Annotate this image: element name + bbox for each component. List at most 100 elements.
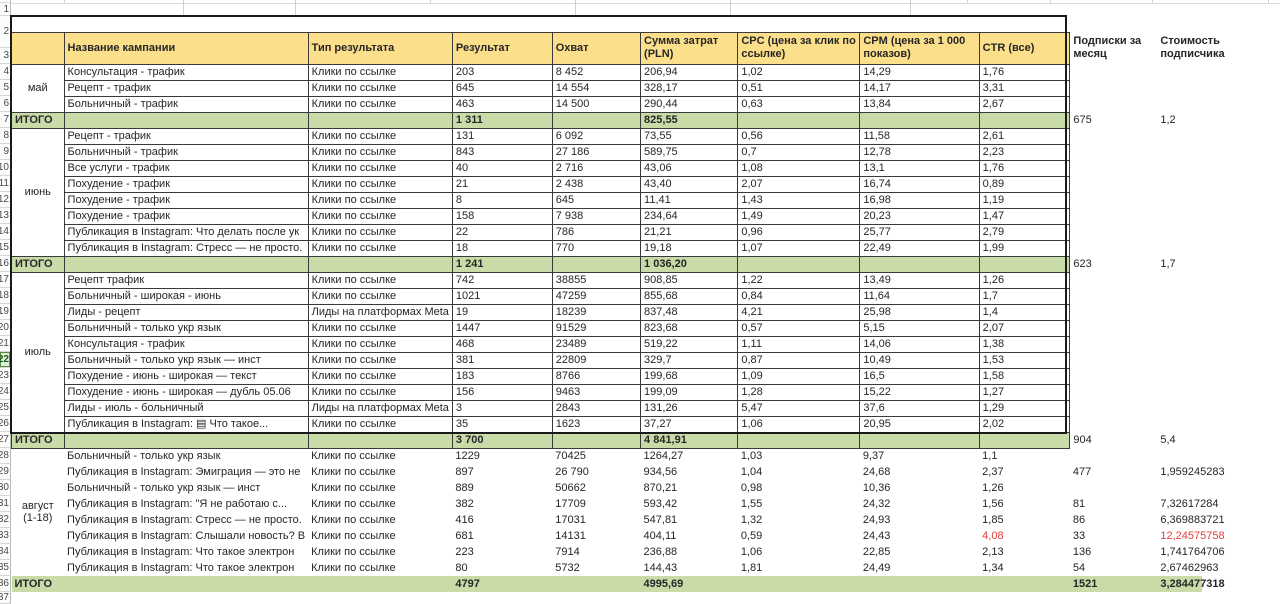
subs-cell[interactable]	[1070, 272, 1157, 288]
subs-cell[interactable]: 136	[1072, 546, 1092, 558]
result-cell[interactable]: 645	[451, 79, 553, 97]
spend-cell[interactable]: 73,55	[640, 127, 739, 145]
header-cell-reach[interactable]: Охват	[551, 31, 642, 65]
ctr-cell[interactable]: 2,13	[982, 546, 1004, 558]
subs-cell[interactable]	[1070, 240, 1157, 256]
total-reach-cell[interactable]	[552, 576, 641, 592]
result-type-cell[interactable]: Клики по ссылке	[307, 351, 453, 369]
total-cpm-cell[interactable]	[859, 431, 980, 449]
row-number[interactable]: 31	[0, 496, 11, 512]
ctr-cell[interactable]: 1,47	[978, 207, 1071, 225]
result-cell[interactable]: 131	[451, 127, 553, 145]
reach-cell[interactable]: 5732	[555, 562, 580, 574]
cpc-cell[interactable]: 1,04	[740, 466, 763, 478]
total-spend-cell[interactable]: 1 036,20	[640, 255, 739, 273]
reach-cell[interactable]: 27 186	[551, 143, 642, 161]
cpm-cell[interactable]: 14,17	[859, 79, 980, 97]
total-cpc-cell[interactable]	[737, 111, 861, 129]
result-type-cell[interactable]: Клики по ссылке	[307, 239, 453, 257]
row-number[interactable]: 34	[0, 544, 11, 560]
reach-cell[interactable]: 17709	[555, 498, 586, 510]
spend-cell[interactable]: 870,21	[643, 482, 678, 494]
total-result-cell[interactable]: 1 311	[451, 111, 553, 129]
ctr-cell[interactable]: 1,76	[978, 63, 1071, 81]
cpc-cell[interactable]: 1,09	[737, 367, 861, 385]
total-campaign-cell[interactable]	[64, 576, 309, 592]
row-number[interactable]: 22	[0, 352, 11, 368]
ctr-cell[interactable]: 1,19	[978, 191, 1071, 209]
ctr-cell[interactable]: 1,53	[978, 351, 1071, 369]
reach-cell[interactable]: 7914	[555, 546, 580, 558]
spend-cell[interactable]: 290,44	[640, 95, 739, 113]
result-cell[interactable]: 80	[455, 562, 468, 574]
header-cell-result-type[interactable]: Тип результата	[307, 31, 453, 65]
campaign-cell[interactable]: Все услуги - трафик	[63, 159, 309, 177]
cpc-cell[interactable]: 1,02	[737, 63, 861, 81]
empty-cell[interactable]	[12, 16, 65, 32]
row-number[interactable]: 7	[0, 112, 11, 128]
row-number[interactable]: 27	[0, 432, 11, 448]
sub-cost-cell[interactable]	[1157, 240, 1279, 256]
result-cell[interactable]: 183	[451, 367, 553, 385]
result-type-cell[interactable]: Клики по ссылке	[307, 415, 453, 433]
reach-cell[interactable]: 2 716	[551, 159, 642, 177]
ctr-cell[interactable]: 1,29	[978, 399, 1071, 417]
sub-cost-cell[interactable]: 1,959245283	[1160, 466, 1225, 478]
sub-cost-cell[interactable]	[1157, 416, 1279, 432]
cpm-cell[interactable]: 13,49	[859, 271, 980, 289]
month-cell[interactable]: июль	[11, 271, 65, 433]
result-cell[interactable]: 156	[451, 383, 553, 401]
subs-cell[interactable]: 477	[1072, 466, 1092, 478]
total-spend-cell[interactable]: 4995,69	[640, 576, 738, 592]
subs-cell[interactable]	[1070, 192, 1157, 208]
subs-cell[interactable]	[1070, 64, 1157, 80]
campaign-cell[interactable]: Рецепт - трафик	[63, 127, 309, 145]
reach-cell[interactable]: 8766	[551, 367, 642, 385]
sub-cost-cell[interactable]	[1157, 176, 1279, 192]
sub-cost-cell[interactable]	[1157, 336, 1279, 352]
spend-cell[interactable]: 589,75	[640, 143, 739, 161]
spend-cell[interactable]: 11,41	[640, 191, 739, 209]
cpm-cell[interactable]: 12,78	[859, 143, 980, 161]
subs-cell[interactable]	[1070, 352, 1157, 368]
total-result-cell[interactable]: 1 241	[451, 255, 553, 273]
cpc-cell[interactable]: 1,03	[740, 450, 763, 463]
result-type-cell[interactable]: Клики по ссылке	[311, 450, 396, 463]
campaign-cell[interactable]: Больничный - только укр язык	[63, 319, 309, 337]
cpc-cell[interactable]: 1,07	[737, 239, 861, 257]
campaign-cell[interactable]: Публикация в Instagram: Стресс — не прос…	[67, 514, 302, 526]
total-label-cell[interactable]: ИТОГО	[11, 431, 65, 449]
cpm-cell[interactable]: 14,29	[859, 63, 980, 81]
total-result-type-cell[interactable]	[307, 111, 453, 129]
result-cell[interactable]: 18	[451, 239, 553, 257]
row-number[interactable]: 6	[0, 96, 11, 112]
row-number[interactable]: 29	[0, 464, 11, 480]
cpm-cell[interactable]: 22,49	[859, 239, 980, 257]
result-type-cell[interactable]: Клики по ссылке	[307, 271, 453, 289]
result-cell[interactable]: 897	[455, 466, 474, 478]
row-number[interactable]: 18	[0, 288, 11, 304]
month-cell[interactable]: июнь	[11, 127, 65, 257]
row-number[interactable]: 20	[0, 320, 11, 336]
result-type-cell[interactable]: Клики по ссылке	[311, 562, 396, 574]
row-number[interactable]: 1	[0, 3, 11, 16]
campaign-cell[interactable]: Рецепт трафик	[63, 271, 309, 289]
reach-cell[interactable]: 786	[551, 223, 642, 241]
total-campaign-cell[interactable]	[63, 255, 309, 273]
subs-cell[interactable]	[1070, 320, 1157, 336]
campaign-cell[interactable]: Похудение - трафик	[63, 191, 309, 209]
result-type-cell[interactable]: Клики по ссылке	[311, 514, 396, 526]
subs-cell[interactable]: 81	[1072, 498, 1086, 510]
subs-cell[interactable]	[1070, 288, 1157, 304]
reach-cell[interactable]: 2843	[551, 399, 642, 417]
result-cell[interactable]: 463	[451, 95, 553, 113]
result-type-cell[interactable]: Клики по ссылке	[307, 191, 453, 209]
cpm-cell[interactable]: 24,93	[862, 514, 891, 526]
cpm-cell[interactable]: 37,6	[859, 399, 980, 417]
spend-cell[interactable]: 519,22	[640, 335, 739, 353]
result-cell[interactable]: 223	[455, 546, 474, 558]
row-number[interactable]: 23	[0, 368, 11, 384]
row-number[interactable]: 2	[0, 16, 11, 48]
campaign-cell[interactable]: Похудение - трафик	[63, 175, 309, 193]
cpc-cell[interactable]: 0,59	[740, 530, 763, 542]
